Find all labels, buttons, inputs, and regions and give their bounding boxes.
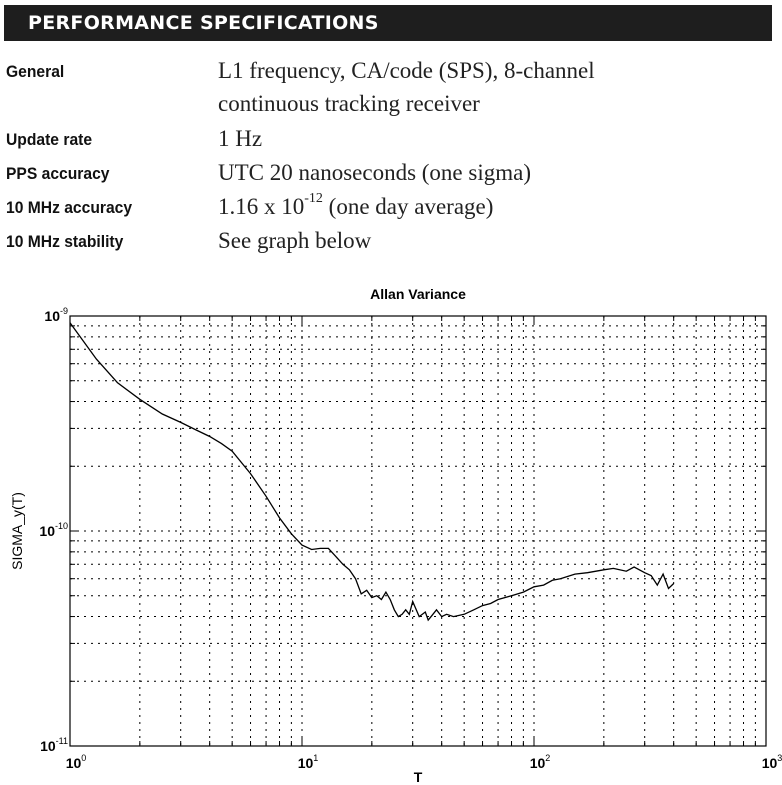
allan-variance-chart: Allan Variance T SIGMA_y(T) 100 101 102 … — [9, 286, 782, 785]
y-tick-label: 10-11 — [40, 736, 68, 754]
spec-value-continued: continuous tracking receiver — [218, 91, 480, 116]
y-axis-label: SIGMA_y(T) — [9, 492, 25, 570]
section-header: PERFORMANCE SPECIFICATIONS — [4, 5, 772, 41]
spec-label: General — [6, 62, 65, 81]
spec-value: 1 Hz — [218, 126, 263, 151]
x-tick-label: 101 — [298, 753, 319, 771]
x-tick-label: 100 — [66, 753, 87, 771]
x-tick-label: 103 — [762, 753, 782, 771]
axis-ticks — [69, 316, 766, 747]
spec-value-exponent: -12 — [304, 191, 323, 206]
grid — [70, 316, 766, 746]
spec-value: UTC 20 nanoseconds (one sigma) — [218, 160, 531, 185]
chart-title: Allan Variance — [370, 286, 466, 302]
spec-label: 10 MHz stability — [6, 232, 124, 251]
spec-value-base: 1.16 x 10 — [218, 194, 305, 219]
plot-frame — [69, 315, 767, 747]
spec-value: 1.16 x 10-12 (one day average) — [218, 191, 494, 220]
spec-label: PPS accuracy — [6, 164, 110, 183]
spec-value: See graph below — [218, 228, 372, 253]
spec-label: Update rate — [6, 130, 93, 149]
spec-label: 10 MHz accuracy — [6, 198, 133, 217]
y-tick-label: 10-9 — [44, 306, 68, 324]
spec-value: L1 frequency, CA/code (SPS), 8-channel — [218, 58, 595, 83]
spec-value-note: (one day average) — [322, 194, 494, 219]
section-title: PERFORMANCE SPECIFICATIONS — [28, 12, 379, 34]
y-tick-label: 10-10 — [39, 521, 68, 539]
allan-variance-line — [69, 322, 675, 622]
x-tick-label: 102 — [530, 753, 551, 771]
x-axis-label: T — [414, 769, 423, 785]
